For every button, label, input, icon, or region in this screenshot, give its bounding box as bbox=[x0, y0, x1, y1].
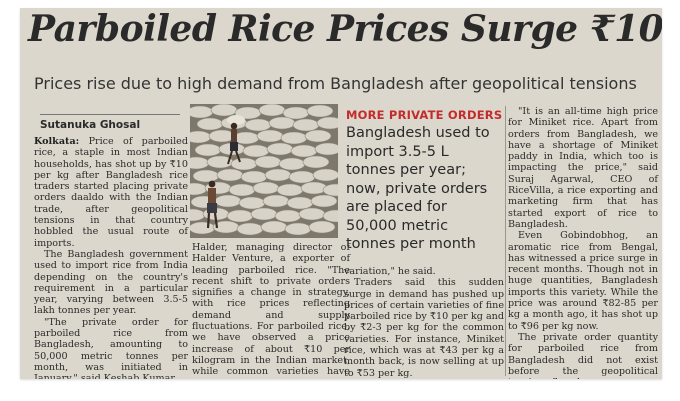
worker-figure bbox=[227, 115, 245, 165]
paragraph: "The private order for parboiled rice fr… bbox=[34, 316, 188, 379]
headline: Parboiled Rice Prices Surge ₹10 Per Kg bbox=[28, 8, 662, 50]
paragraph: The Bangladesh government used to import… bbox=[34, 248, 188, 317]
article-column-1: Kolkata: Price of parboiled rice, a stap… bbox=[34, 136, 188, 379]
paragraph: Traders said this sudden surge in demand… bbox=[344, 277, 504, 379]
article-column-3: variation," he said. Traders said this s… bbox=[344, 266, 504, 379]
column-divider bbox=[505, 106, 506, 376]
paragraph: The private order quantity for parboiled… bbox=[508, 331, 658, 379]
article-column-2: Halder, managing director of Halder Vent… bbox=[192, 242, 350, 379]
paragraph: Halder, managing director of Halder Vent… bbox=[192, 242, 350, 379]
pull-quote-label: MORE PRIVATE ORDERS bbox=[346, 108, 503, 122]
worker-figure bbox=[206, 180, 219, 229]
pull-quote: Bangladesh used to import 3.5-5 L tonnes… bbox=[346, 125, 490, 252]
paragraph-text: Price of parboiled rice, a staple in mos… bbox=[34, 136, 188, 249]
paragraph: Kolkata: Price of parboiled rice, a stap… bbox=[34, 136, 188, 249]
rice-sacks-photo bbox=[190, 104, 338, 238]
dateline: Kolkata: bbox=[34, 136, 80, 147]
byline: Sutanuka Ghosal bbox=[40, 114, 180, 131]
article-column-4: "It is an all-time high price for Minike… bbox=[508, 106, 658, 379]
paragraph: variation," he said. bbox=[344, 266, 436, 277]
newspaper-clipping: Parboiled Rice Prices Surge ₹10 Per Kg P… bbox=[20, 8, 662, 379]
paragraph: "It is an all-time high price for Minike… bbox=[508, 106, 658, 230]
rice-sacks-image bbox=[190, 104, 338, 238]
subheadline: Prices rise due to high demand from Bang… bbox=[34, 74, 637, 93]
paragraph: Even Gobindobhog, an aromatic rice from … bbox=[508, 230, 658, 332]
